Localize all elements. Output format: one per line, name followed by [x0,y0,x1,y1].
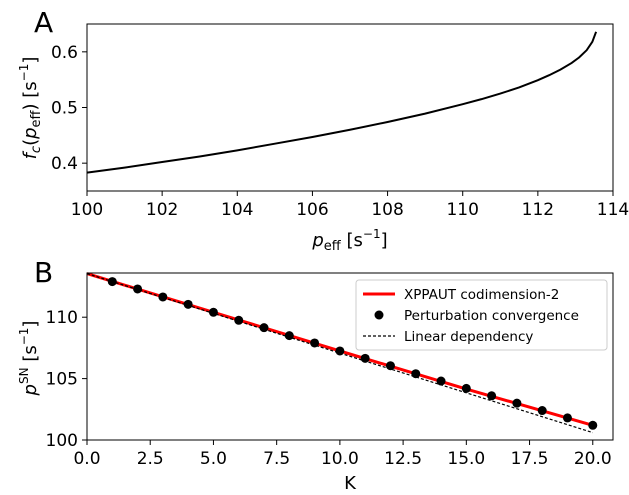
y-tick-label: 0.4 [51,154,78,174]
legend-swatch-perturbation [374,310,384,320]
y-tick-label: 105 [46,370,78,390]
data-point-perturbation-convergence [335,346,345,356]
panel-a-x-ticks: 100 102 104 106 108 110 112 114 [71,191,629,220]
x-tick-label: 0.0 [73,449,100,469]
panel-a-frame [86,23,614,192]
data-point-perturbation-convergence [562,413,572,423]
series-line-curve [86,31,598,174]
data-point-perturbation-convergence [512,398,522,408]
panel-b-x-axis-label: K [344,473,357,494]
panel-a-label: A [34,6,53,39]
panel-b-series [86,272,598,434]
x-tick-label: 5.0 [200,449,227,469]
x-tick-label: 15.0 [447,449,485,469]
x-tick-label: 7.5 [263,449,290,469]
legend-label-perturbation: Perturbation convergence [404,308,579,324]
panel-a-y-ticks: 0.4 0.5 0.6 [51,43,87,174]
data-point-perturbation-convergence [436,376,446,386]
data-point-perturbation-convergence [411,369,421,379]
x-tick-label: 114 [597,200,629,220]
x-tick-label: 102 [146,200,178,220]
x-tick-label: 104 [221,200,253,220]
data-point-perturbation-convergence [234,315,244,325]
y-tick-label: 0.6 [51,43,78,63]
panel-a: A 100 102 104 106 108 110 112 114 0.4 0.5 0.6 pef… [17,6,629,254]
x-tick-label: 2.5 [137,449,164,469]
panel-b-legend: XPPAUT codimension-2 Perturbation conver… [355,279,608,351]
x-tick-label: 112 [522,200,554,220]
x-tick-label: 12.5 [384,449,422,469]
data-point-perturbation-convergence [537,406,547,416]
panel-b: B 0.0 2.5 5.0 7.5 10.0 12.5 15.0 17.5 20.0 10010… [17,256,614,494]
x-tick-label: 110 [446,200,478,220]
data-point-perturbation-convergence [107,277,117,287]
data-point-perturbation-convergence [385,361,395,371]
data-point-perturbation-convergence [360,353,370,363]
data-point-perturbation-convergence [259,323,269,333]
data-point-perturbation-convergence [461,383,471,393]
panel-b-x-ticks: 0.0 2.5 5.0 7.5 10.0 12.5 15.0 17.5 20.0 [73,440,612,469]
panel-a-x-axis-label: peff [s−1] [311,227,387,254]
y-tick-label: 0.5 [51,99,78,119]
data-point-perturbation-convergence [208,307,218,317]
x-tick-label: 100 [71,200,103,220]
data-point-perturbation-convergence [487,391,497,401]
x-tick-label: 106 [296,200,328,220]
data-point-perturbation-convergence [183,299,193,309]
panel-a-y-axis-label: fc(peff) [s−1] [17,57,44,160]
data-point-perturbation-convergence [284,331,294,341]
panel-b-y-axis-label: pSN [s−1] [17,321,41,397]
x-tick-label: 10.0 [321,449,359,469]
data-point-perturbation-convergence [158,292,168,302]
panel-b-frame [86,272,614,441]
data-point-perturbation-convergence [588,420,598,430]
legend-label-linear: Linear dependency [404,329,533,345]
y-tick-label: 110 [46,308,78,328]
x-tick-label: 108 [371,200,403,220]
legend-label-xppaut: XPPAUT codimension-2 [404,287,559,303]
data-point-perturbation-convergence [310,338,320,348]
x-tick-label: 20.0 [574,449,612,469]
panel-a-series [86,31,598,174]
legend-frame [355,279,608,351]
y-tick-label: 100 [46,431,78,451]
panel-b-label: B [34,256,53,289]
x-tick-label: 17.5 [511,449,549,469]
data-point-perturbation-convergence [133,284,143,294]
panel-b-y-ticks: 100 105 110 [46,308,87,451]
